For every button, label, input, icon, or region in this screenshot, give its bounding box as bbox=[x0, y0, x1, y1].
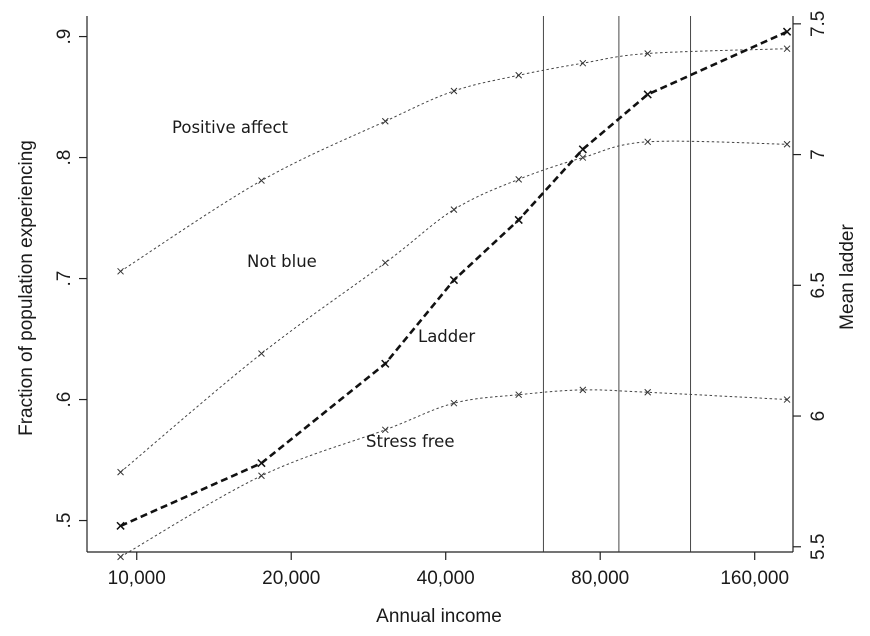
y-axis-title-left: Fraction of population experiencing bbox=[16, 140, 37, 436]
data-point-ladder bbox=[578, 145, 587, 154]
data-point-not-blue bbox=[644, 138, 652, 146]
series-markers bbox=[116, 27, 792, 561]
y-right-tick-label: 7.5 bbox=[808, 11, 829, 37]
data-point-ladder bbox=[257, 458, 266, 468]
data-point-stress-free bbox=[783, 396, 791, 403]
data-point-positive-affect bbox=[579, 59, 587, 67]
data-point-stress-free bbox=[450, 399, 458, 407]
data-point-ladder bbox=[782, 27, 792, 36]
series-label-positive-affect: Positive affect bbox=[172, 118, 289, 137]
ticks: 10,000 20,000 40,000 80,000 160,000 .5 .6 .7 .8.… bbox=[54, 11, 829, 589]
data-point-ladder bbox=[116, 521, 125, 530]
data-point-positive-affect bbox=[644, 50, 652, 57]
y-right-tick-label: 7 bbox=[808, 149, 829, 160]
y-left-tick-label: .8 bbox=[54, 150, 75, 166]
data-point-not-blue bbox=[117, 468, 124, 476]
data-point-positive-affect bbox=[783, 45, 791, 53]
data-point-ladder bbox=[381, 359, 390, 368]
data-point-stress-free bbox=[381, 426, 389, 434]
series-line-positive-affect bbox=[120, 48, 788, 272]
data-point-stress-free bbox=[258, 472, 265, 480]
data-point-stress-free bbox=[117, 553, 124, 561]
data-point-positive-affect bbox=[450, 87, 458, 95]
data-point-not-blue bbox=[258, 350, 265, 357]
x-tick-label: 80,000 bbox=[571, 568, 629, 589]
data-point-ladder bbox=[449, 275, 459, 285]
x-tick-label: 10,000 bbox=[108, 568, 166, 589]
data-point-positive-affect bbox=[515, 71, 523, 79]
data-point-positive-affect bbox=[381, 117, 389, 125]
y-axis-title-right: Mean ladder bbox=[837, 224, 858, 330]
data-point-positive-affect bbox=[258, 177, 265, 184]
data-point-ladder bbox=[643, 90, 652, 99]
data-point-not-blue bbox=[381, 259, 389, 267]
y-left-tick-label: .9 bbox=[54, 29, 75, 45]
series-labels: Positive affect Not blue Ladder Stress free bbox=[172, 118, 475, 451]
data-point-not-blue bbox=[579, 154, 587, 161]
y-right-tick-label: 6.5 bbox=[808, 272, 829, 298]
x-tick-label: 40,000 bbox=[417, 568, 475, 589]
series-label-ladder: Ladder bbox=[418, 327, 475, 346]
y-left-tick-label: .7 bbox=[54, 271, 75, 287]
series-label-not-blue: Not blue bbox=[247, 252, 317, 271]
series-lines bbox=[120, 30, 788, 558]
x-tick-label: 160,000 bbox=[720, 568, 789, 589]
x-tick-label: 20,000 bbox=[262, 568, 320, 589]
data-point-ladder bbox=[514, 215, 523, 225]
series-line-not-blue bbox=[120, 140, 788, 473]
data-point-not-blue bbox=[515, 175, 523, 183]
series-label-stress-free: Stress free bbox=[366, 432, 455, 451]
data-point-stress-free bbox=[579, 386, 587, 394]
series-line-stress-free bbox=[120, 389, 788, 558]
data-point-not-blue bbox=[783, 140, 791, 148]
y-right-tick-label: 6 bbox=[808, 411, 829, 422]
x-axis-title: Annual income bbox=[376, 606, 502, 627]
data-point-not-blue bbox=[450, 206, 458, 213]
reference-lines bbox=[542, 16, 692, 552]
series-line-ladder bbox=[120, 30, 788, 528]
y-left-tick-label: .5 bbox=[54, 513, 75, 529]
data-point-stress-free bbox=[515, 391, 523, 399]
y-left-tick-label: .6 bbox=[54, 392, 75, 408]
y-right-tick-label: 5.5 bbox=[808, 534, 829, 560]
data-point-stress-free bbox=[644, 388, 652, 396]
data-point-positive-affect bbox=[117, 267, 124, 275]
